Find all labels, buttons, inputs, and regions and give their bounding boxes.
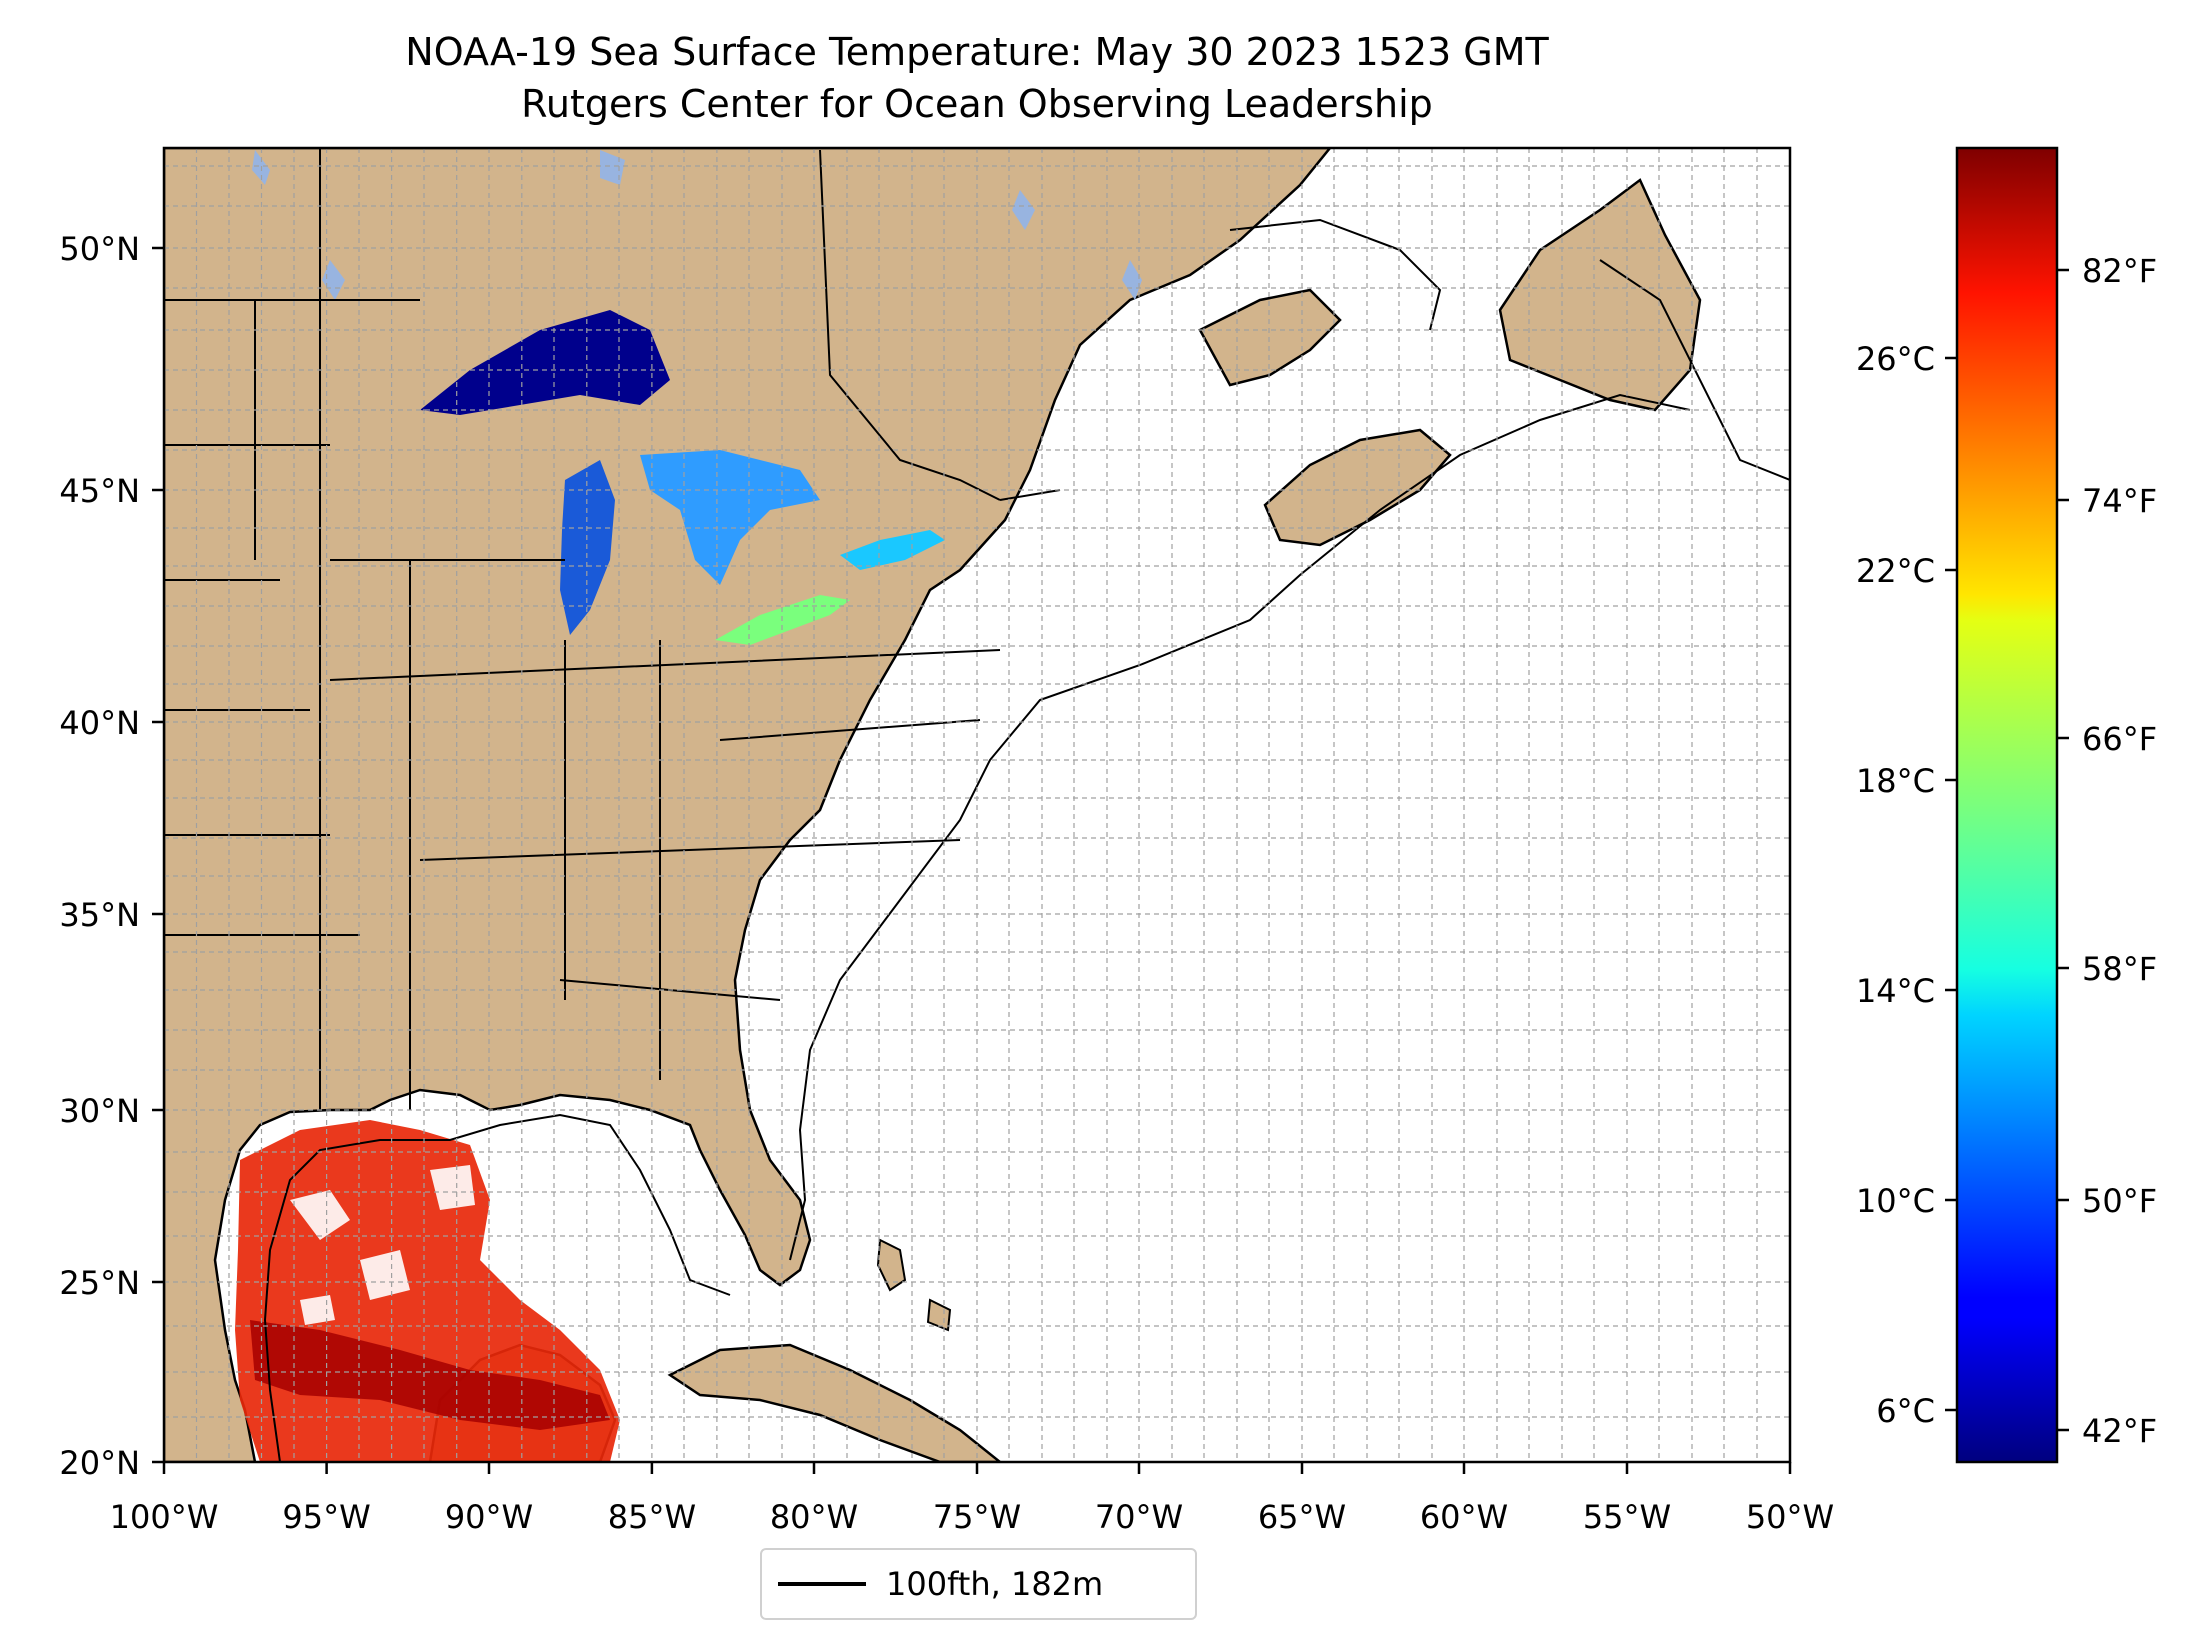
lake-michigan — [560, 460, 615, 635]
title-line-2: Rutgers Center for Ocean Observing Leade… — [521, 82, 1433, 126]
x-tick-label: 65°W — [1258, 1498, 1346, 1536]
x-tick-label: 95°W — [282, 1498, 370, 1536]
x-tick-label: 70°W — [1095, 1498, 1183, 1536]
colorbar-fahrenheit-labels: 42°F 50°F 58°F 66°F 74°F 82°F — [2082, 252, 2157, 1450]
fahrenheit-tick-label: 50°F — [2082, 1182, 2157, 1220]
y-tick-label: 25°N — [59, 1264, 140, 1302]
legend-label: 100fth, 182m — [886, 1565, 1104, 1603]
land-north-america — [164, 148, 1332, 1462]
y-tick-label: 50°N — [59, 230, 140, 268]
colorbar-fahrenheit-ticks — [2057, 268, 2069, 1432]
colorbar — [1955, 146, 2059, 1464]
isobath-100fth — [263, 218, 1790, 1462]
x-tick-label: 50°W — [1746, 1498, 1834, 1536]
x-tick-label: 100°W — [110, 1498, 219, 1536]
celsius-tick-label: 22°C — [1856, 552, 1935, 590]
celsius-tick-label: 6°C — [1876, 1392, 1935, 1430]
inland-lakes — [252, 150, 1142, 300]
land-bahamas — [876, 1238, 952, 1332]
land-newfoundland — [1498, 178, 1702, 412]
fahrenheit-tick-label: 58°F — [2082, 950, 2157, 988]
y-tick-label: 20°N — [59, 1444, 140, 1482]
y-tick-label: 45°N — [59, 472, 140, 510]
lake-superior — [420, 310, 670, 415]
gulf-sst-hot-band — [250, 1320, 610, 1430]
colorbar-celsius-labels: 6°C 10°C 14°C 18°C 22°C 26°C — [1856, 340, 1935, 1430]
political-boundaries — [164, 148, 1061, 1110]
gulf-cloud-gaps — [290, 1165, 535, 1325]
y-axis-labels: 20°N 25°N 30°N 35°N 40°N 45°N 50°N — [59, 230, 140, 1482]
lake-ontario — [840, 530, 945, 570]
x-tick-label: 85°W — [608, 1498, 696, 1536]
x-tick-label: 55°W — [1583, 1498, 1671, 1536]
x-tick-label: 80°W — [770, 1498, 858, 1536]
lake-huron — [640, 450, 820, 585]
x-tick-label: 90°W — [445, 1498, 533, 1536]
celsius-tick-label: 26°C — [1856, 340, 1935, 378]
map-title: NOAA-19 Sea Surface Temperature: May 30 … — [164, 26, 1790, 130]
fahrenheit-tick-label: 42°F — [2082, 1412, 2157, 1450]
y-axis-ticks — [152, 246, 164, 1464]
fahrenheit-tick-label: 82°F — [2082, 252, 2157, 290]
fahrenheit-tick-label: 66°F — [2082, 720, 2157, 758]
y-tick-label: 30°N — [59, 1092, 140, 1130]
celsius-tick-label: 18°C — [1856, 762, 1935, 800]
fahrenheit-tick-label: 74°F — [2082, 482, 2157, 520]
title-line-1: NOAA-19 Sea Surface Temperature: May 30 … — [405, 30, 1549, 74]
colorbar-celsius-ticks — [1945, 356, 1957, 1412]
y-tick-label: 35°N — [59, 896, 140, 934]
x-axis-labels: 100°W 95°W 90°W 85°W 80°W 75°W 70°W 65°W… — [110, 1498, 1835, 1536]
x-tick-label: 60°W — [1420, 1498, 1508, 1536]
celsius-tick-label: 14°C — [1856, 972, 1935, 1010]
y-tick-label: 40°N — [59, 704, 140, 742]
celsius-tick-label: 10°C — [1856, 1182, 1935, 1220]
graticule-grid — [164, 148, 1790, 1462]
isobath-legend-line — [778, 1582, 866, 1586]
x-axis-ticks — [162, 1462, 1792, 1474]
land-cuba — [667, 1343, 1003, 1462]
map-legend: 100fth, 182m — [760, 1548, 1197, 1620]
x-tick-label: 75°W — [933, 1498, 1021, 1536]
